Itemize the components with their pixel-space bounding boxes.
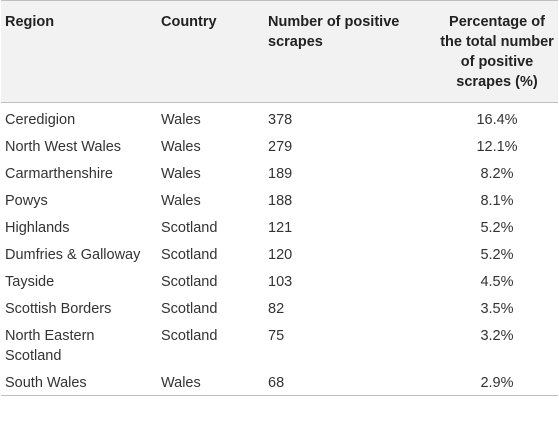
cell-country: Scotland — [161, 328, 218, 344]
cell-count: 68 — [264, 370, 436, 396]
cell-region: Tayside — [5, 274, 55, 290]
cell-count: 378 — [268, 112, 293, 128]
cell-region: North Eastern Scotland — [5, 328, 95, 364]
cell-percentage: 8.1% — [480, 193, 514, 209]
header-row: Region Country Number of positive scrape… — [1, 0, 558, 103]
cell-country: Wales — [161, 112, 201, 128]
cell-country: Scotland — [161, 247, 218, 263]
cell-percentage: 3.2% — [480, 328, 514, 344]
cell-region: Dumfries & Galloway — [5, 247, 141, 263]
cell-count: 188 — [268, 193, 293, 209]
cell-country: Scotland — [161, 301, 218, 317]
header-percentage: Percentage of the total number of positi… — [436, 0, 558, 103]
table-row: Carmarthenshire Wales 189 8.2% — [1, 161, 558, 188]
cell-count: 120 — [268, 247, 293, 263]
cell-country: Wales — [157, 370, 264, 396]
header-count: Number of positive scrapes — [264, 0, 436, 103]
table-row: Scottish Borders Scotland 82 3.5% — [1, 296, 558, 323]
cell-percentage: 12.1% — [476, 139, 518, 155]
cell-count: 82 — [268, 301, 285, 317]
cell-count: 279 — [268, 139, 293, 155]
table-row: Dumfries & Galloway Scotland 120 5.2% — [1, 242, 558, 269]
table-body: Ceredigion Wales 378 16.4% North West Wa… — [1, 103, 558, 396]
cell-count: 121 — [268, 220, 293, 236]
cell-region: Powys — [5, 193, 48, 209]
cell-region: South Wales — [1, 370, 157, 396]
cell-country: Wales — [161, 139, 201, 155]
cell-percentage: 5.2% — [480, 247, 514, 263]
data-table: Region Country Number of positive scrape… — [1, 0, 558, 396]
table-row: Ceredigion Wales 378 16.4% — [1, 103, 558, 135]
cell-percentage: 16.4% — [476, 112, 518, 128]
header-country: Country — [157, 0, 264, 103]
cell-region: Ceredigion — [5, 112, 76, 128]
cell-region: Highlands — [5, 220, 70, 236]
cell-count: 103 — [268, 274, 293, 290]
table-row: North Eastern Scotland Scotland 75 3.2% — [1, 323, 558, 370]
cell-country: Wales — [161, 193, 201, 209]
cell-country: Wales — [161, 166, 201, 182]
header-region: Region — [1, 0, 157, 103]
cell-region: Carmarthenshire — [5, 166, 113, 182]
table-row: Powys Wales 188 8.1% — [1, 188, 558, 215]
table-row: Highlands Scotland 121 5.2% — [1, 215, 558, 242]
cell-count: 75 — [268, 328, 285, 344]
cell-region: Scottish Borders — [5, 301, 112, 317]
cell-percentage: 2.9% — [436, 370, 558, 396]
table-header: Region Country Number of positive scrape… — [1, 0, 558, 103]
cell-percentage: 5.2% — [480, 220, 514, 236]
table-row: South Wales Wales 68 2.9% — [1, 370, 558, 396]
table-row: Tayside Scotland 103 4.5% — [1, 269, 558, 296]
table-row: North West Wales Wales 279 12.1% — [1, 134, 558, 161]
cell-percentage: 8.2% — [480, 166, 514, 182]
cell-country: Scotland — [161, 274, 218, 290]
cell-percentage: 3.5% — [480, 301, 514, 317]
cell-count: 189 — [268, 166, 293, 182]
cell-region: North West Wales — [5, 139, 122, 155]
cell-percentage: 4.5% — [480, 274, 514, 290]
cell-country: Scotland — [161, 220, 218, 236]
